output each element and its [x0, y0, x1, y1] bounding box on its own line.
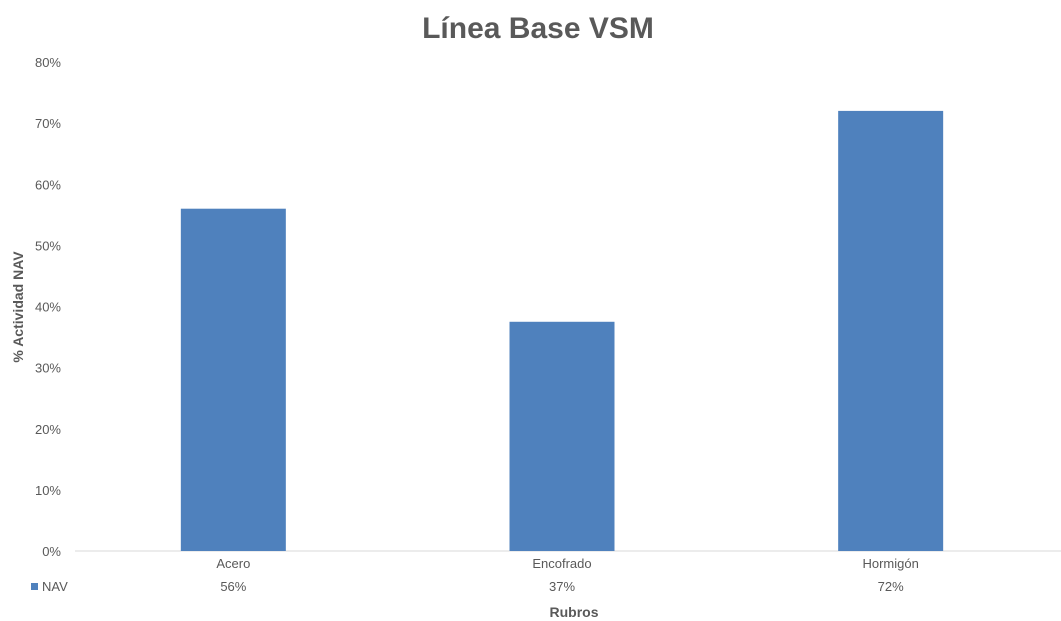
y-tick-label: 70% — [35, 116, 61, 131]
data-table-value: 37% — [549, 579, 575, 594]
y-tick-label: 60% — [35, 177, 61, 192]
y-tick-label: 50% — [35, 238, 61, 253]
y-tick-label: 20% — [35, 422, 61, 437]
x-axis-title: Rubros — [550, 604, 599, 620]
legend-label-nav: NAV — [42, 579, 68, 594]
bar-encofrado — [509, 321, 615, 551]
data-table-value: 56% — [220, 579, 246, 594]
bar-hormig-n — [838, 110, 944, 552]
y-axis-ticks: 0% 10% 20% 30% 40% 50% 60% 70% 80% — [35, 55, 61, 559]
y-tick-label: 10% — [35, 483, 61, 498]
x-tick-label: Hormigón — [862, 556, 918, 571]
y-axis-title: % Actividad NAV — [10, 251, 26, 363]
y-tick-label: 0% — [42, 544, 61, 559]
x-axis-ticks: Acero Encofrado Hormigón — [216, 556, 918, 571]
bar-acero — [180, 208, 286, 551]
y-tick-label: 40% — [35, 300, 61, 315]
x-tick-label: Acero — [216, 556, 250, 571]
legend-swatch-nav — [31, 583, 38, 590]
bars-group — [180, 110, 944, 552]
y-tick-label: 80% — [35, 55, 61, 70]
data-table-row: 56% 37% 72% — [220, 579, 904, 594]
x-tick-label: Encofrado — [532, 556, 591, 571]
chart-title: Línea Base VSM — [422, 12, 654, 45]
y-tick-label: 30% — [35, 361, 61, 376]
data-table-value: 72% — [878, 579, 904, 594]
